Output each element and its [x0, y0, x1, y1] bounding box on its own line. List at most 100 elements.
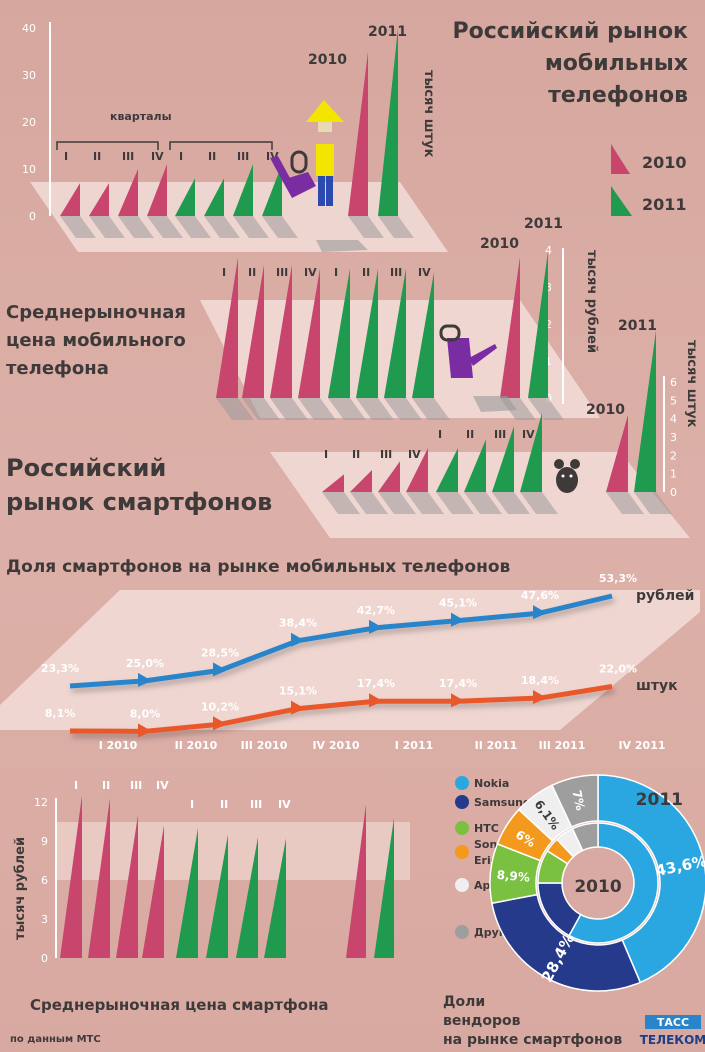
avg-price-total-bar: [500, 256, 520, 398]
vendor-legend-dot: [455, 821, 469, 835]
market-quarter-label: II: [93, 150, 101, 163]
market-total-bar: [348, 51, 368, 216]
share-rub-label: 25,0%: [126, 657, 164, 670]
avg-price-total-label: 2010: [480, 236, 519, 252]
share-rub-label: 28,5%: [201, 646, 239, 659]
market-title-line2: мобильных: [545, 51, 688, 76]
smart-price-quarter-label: III: [250, 798, 262, 811]
share-pcs-marker: [291, 700, 305, 715]
market-total-bar-shadow: [348, 216, 384, 238]
market-bar: [204, 178, 224, 216]
market-bar-shadow: [233, 216, 269, 238]
avg-price-title-line3: телефона: [6, 358, 109, 379]
share-rub-label: 47,6%: [521, 589, 559, 602]
share-pcs-marker: [533, 690, 547, 705]
share-title: Доля смартфонов на рынке мобильных телеф…: [6, 557, 511, 577]
legend-2010-label: 2010: [642, 153, 687, 172]
share-x-label: I 2011: [395, 739, 434, 752]
market-bar: [147, 164, 167, 216]
share-x-label: II 2010: [175, 739, 218, 752]
smartphones-bar-shadow: [378, 492, 416, 514]
market-total-bar: [378, 28, 398, 216]
share-rub-marker: [213, 662, 227, 677]
vendor-2010-slice: [571, 822, 599, 852]
market-quarter-label: II: [208, 150, 216, 163]
avg-price-title-line2: цена мобильного: [6, 330, 186, 351]
smartphones-quarter-label: I: [324, 448, 328, 461]
smart-price-bar: [88, 798, 110, 958]
share-pcs-label: 17,4%: [439, 677, 477, 690]
vendor-2010-slice: [568, 822, 659, 944]
legend-2011-swatch: [611, 186, 632, 216]
share-x-label: III 2011: [539, 739, 586, 752]
share-pcs-marker: [213, 716, 227, 731]
smart-price-quarter-label: I: [190, 798, 194, 811]
avg-price-ytick: 3: [545, 281, 552, 294]
smart-price-ytick: 9: [41, 835, 48, 848]
avg-price-bar-shadow: [384, 398, 422, 420]
share-rub-label: 45,1%: [439, 597, 477, 610]
smartphones-bar: [520, 412, 542, 492]
smartphones-title-line1: Российский: [6, 454, 166, 482]
smartphones-bar-shadow: [406, 492, 444, 514]
smartphones-bar-shadow: [492, 492, 530, 514]
avg-price-ylabel: тысяч рублей: [584, 250, 599, 353]
share-series-rub-label: рублей: [636, 588, 694, 604]
market-title-line1: Российский рынок: [452, 19, 688, 44]
avg-price-bar: [328, 268, 350, 398]
watering-can-icon: [439, 324, 517, 412]
avg-price-bar: [384, 268, 406, 398]
market-title-line3: телефонов: [548, 83, 688, 108]
share-pcs-label: 8,0%: [130, 707, 161, 720]
share-chart: Доля смартфонов на рынке мобильных телеф…: [0, 557, 700, 752]
legend-2010-swatch: [611, 144, 630, 174]
share-rub-line: [69, 593, 613, 689]
share-x-label: I 2010: [99, 739, 138, 752]
smartphones-bar-shadow: [436, 492, 474, 514]
smartphones-total-bar: [606, 414, 628, 492]
market-ytick: 10: [22, 163, 36, 176]
vendor-legend-dot: [455, 776, 469, 790]
market-ytick: 20: [22, 116, 36, 129]
smart-price-bar: [236, 837, 258, 958]
market-quarter-label: III: [122, 150, 134, 163]
avg-price-quarter-label: I: [222, 266, 226, 279]
share-series-pcs-label: штук: [636, 678, 678, 694]
avg-price-bar: [242, 264, 264, 398]
smart-price-quarter-label: III: [130, 779, 142, 792]
avg-price-bar-shadow: [328, 398, 366, 420]
market-bar-shadow: [118, 216, 154, 238]
smartphones-bar: [378, 461, 400, 492]
smart-price-quarter-label: I: [74, 779, 78, 792]
vendors-chart: NokiaSamsungHTCSonyEricssonAppleДругие 4…: [443, 774, 705, 1048]
vendors-ring-2010-label: 2010: [574, 877, 621, 897]
smartphones-total-label: 2011: [618, 318, 657, 334]
avg-price-ytick: 0: [545, 392, 552, 405]
vendors-title-line3: на рынке смартфонов: [443, 1032, 622, 1048]
avg-price-bar: [412, 272, 434, 398]
market-ylabel: тысяч штук: [421, 70, 436, 158]
market-bar-shadow: [175, 216, 211, 238]
market-bar: [118, 169, 138, 216]
vendor-legend-dot: [455, 878, 469, 892]
farmer-icon: [270, 100, 368, 252]
vendor-legend-dot: [455, 845, 469, 859]
share-x-label: II 2011: [475, 739, 518, 752]
share-rub-label: 23,3%: [41, 662, 79, 675]
market-quarter-label: I: [179, 150, 183, 163]
vendors-title-line2: вендоров: [443, 1013, 521, 1029]
share-x-label: IV 2011: [618, 739, 665, 752]
market-ytick: 40: [22, 22, 36, 35]
avg-price-bar-shadow: [270, 398, 308, 420]
avg-price-quarter-label: III: [390, 266, 402, 279]
smartphones-ytick: 5: [670, 394, 677, 407]
vendor-2011-slice: [597, 774, 705, 984]
smart-price-quarter-label: II: [220, 798, 228, 811]
avg-price-bar-shadow: [242, 398, 280, 420]
share-rub-marker: [291, 632, 305, 647]
vendor-2011-slice: [551, 774, 599, 828]
avg-price-bar-shadow: [412, 398, 450, 420]
vendor-donut-hole: [563, 848, 633, 918]
